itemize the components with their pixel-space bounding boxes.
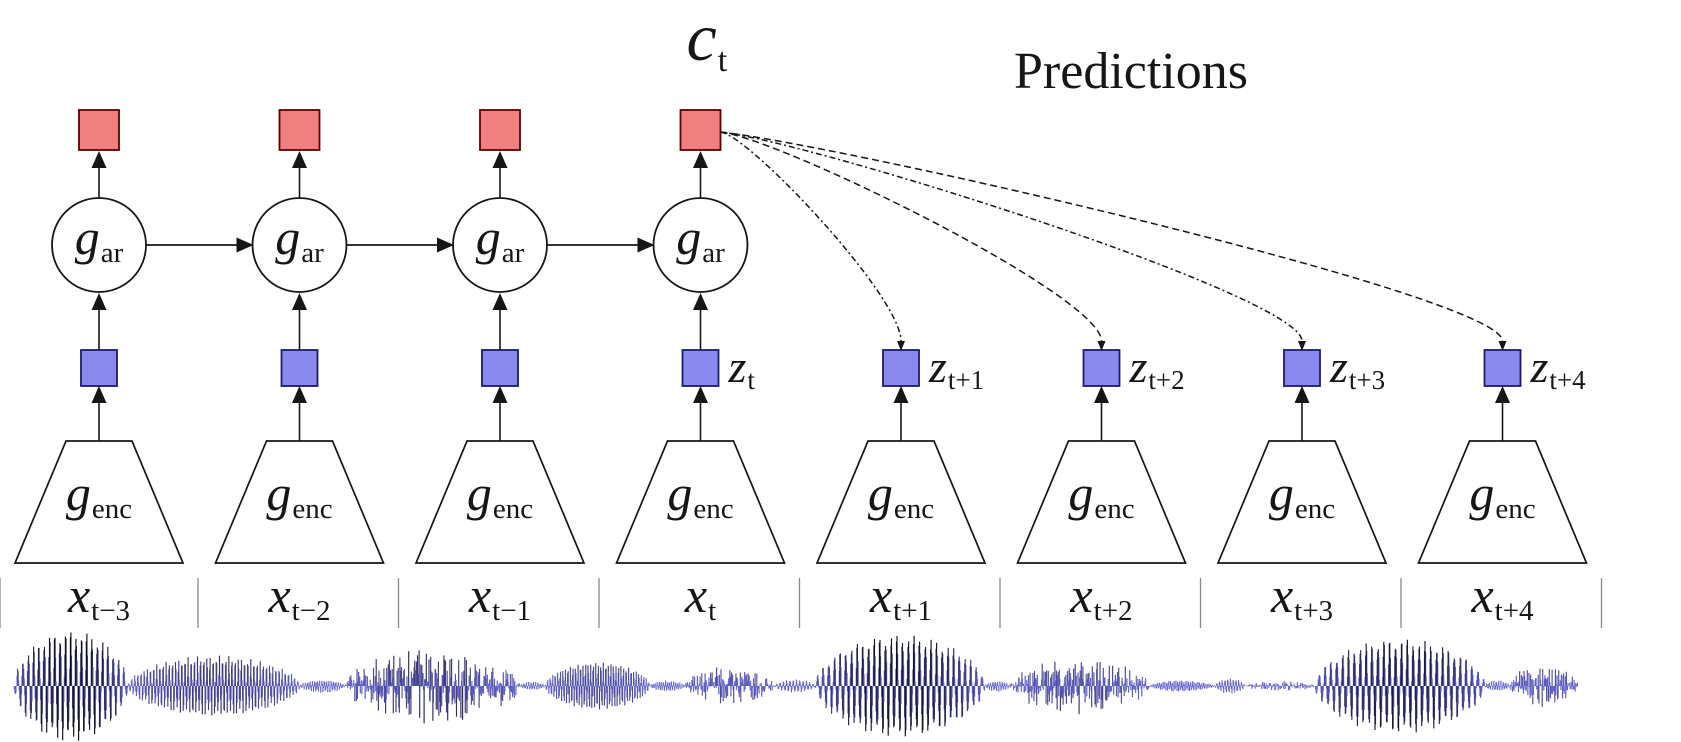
svg-text:xt+1: xt+1 <box>869 567 932 627</box>
svg-text:zt+4: zt+4 <box>1530 341 1587 395</box>
svg-text:xt+2: xt+2 <box>1069 567 1132 627</box>
svg-text:zt+1: zt+1 <box>928 341 984 395</box>
svg-text:xt+3: xt+3 <box>1270 567 1333 627</box>
svg-text:zt+2: zt+2 <box>1129 341 1185 395</box>
svg-text:xt+4: xt+4 <box>1470 567 1534 627</box>
svg-text:xt−2: xt−2 <box>267 567 330 627</box>
svg-text:Predictions: Predictions <box>1014 43 1248 100</box>
svg-text:zt: zt <box>728 341 756 395</box>
svg-text:zt+3: zt+3 <box>1329 341 1385 395</box>
svg-text:xt−1: xt−1 <box>468 567 531 627</box>
svg-text:xt: xt <box>684 567 716 627</box>
svg-text:ct: ct <box>687 0 728 79</box>
svg-text:xt−3: xt−3 <box>67 567 130 627</box>
